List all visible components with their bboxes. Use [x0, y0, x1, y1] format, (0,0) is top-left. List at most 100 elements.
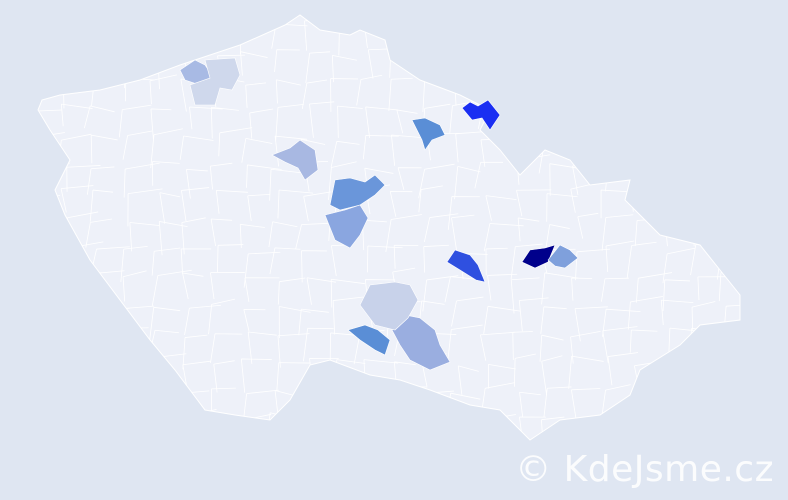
district-border [268, 221, 298, 248]
district-border [63, 447, 94, 470]
district-border [210, 106, 239, 139]
district-border [664, 187, 694, 225]
district-border [95, 355, 119, 380]
district-border [120, 245, 148, 283]
district-border [509, 49, 545, 80]
district-border [39, 360, 71, 390]
district-border [750, 215, 771, 252]
district-border [663, 356, 685, 386]
district-border [568, 355, 604, 389]
district-border [330, 278, 365, 308]
district-border [629, 329, 658, 353]
district-border [38, 224, 60, 255]
highlighted-district[interactable] [391, 314, 451, 371]
district-border [388, 77, 413, 112]
district-border [356, 74, 383, 106]
highlighted-district[interactable] [521, 244, 556, 269]
district-border [278, 306, 311, 338]
district-border [218, 127, 253, 157]
district-border [274, 135, 308, 167]
district-border [422, 47, 445, 77]
district-border [601, 277, 629, 302]
highlighted-district[interactable] [324, 204, 369, 249]
district-border [448, 23, 483, 58]
district-border [754, 301, 786, 329]
district-border [755, 357, 778, 380]
district-border [247, 193, 270, 222]
district-border [154, 413, 176, 440]
district-border [660, 299, 694, 326]
district-border [241, 138, 273, 163]
district-border [573, 108, 603, 133]
district-border [149, 74, 177, 105]
watermark: © KdeJsme.cz [515, 449, 774, 490]
district-border [727, 415, 740, 440]
district-border [213, 22, 238, 50]
district-border [483, 305, 521, 334]
district-border [545, 224, 570, 249]
district-border [65, 271, 103, 297]
district-border [474, 161, 504, 189]
district-border [657, 18, 695, 46]
district-border [59, 304, 93, 336]
district-border [38, 45, 54, 78]
district-border [126, 358, 154, 387]
district-border [60, 103, 93, 127]
district-border [396, 385, 428, 419]
district-border [691, 131, 718, 159]
district-border [182, 272, 204, 300]
highlighted-district[interactable] [271, 139, 319, 181]
highlighted-district[interactable] [329, 174, 386, 211]
highlighted-district[interactable] [461, 99, 501, 131]
district-border [667, 81, 703, 115]
highlighted-district[interactable] [547, 244, 579, 269]
district-border [752, 25, 781, 59]
district-border [121, 440, 149, 470]
district-border [277, 277, 306, 305]
district-border [447, 196, 480, 230]
district-border [122, 270, 147, 302]
district-border [216, 445, 237, 474]
district-border [397, 167, 422, 190]
district-border [602, 326, 638, 363]
district-border [571, 277, 593, 301]
district-border [474, 22, 509, 58]
district-border [393, 437, 430, 440]
district-border [636, 80, 674, 111]
district-border [724, 188, 740, 223]
district-border [754, 155, 780, 193]
district-border [391, 134, 422, 166]
district-border [599, 83, 627, 107]
district-border [510, 243, 543, 280]
highlighted-district[interactable] [189, 57, 241, 106]
district-border [274, 49, 300, 72]
district-border [60, 185, 94, 213]
district-border [487, 273, 518, 301]
district-border [38, 387, 62, 415]
district-border [181, 187, 210, 222]
district-border [635, 272, 673, 303]
district-border [601, 214, 634, 251]
district-border [698, 169, 721, 195]
country-outline [37, 14, 741, 441]
district-border [184, 304, 222, 336]
highlighted-district[interactable] [446, 249, 486, 283]
highlighted-district[interactable] [347, 324, 391, 356]
district-border [666, 390, 694, 425]
district-border [240, 51, 268, 76]
district-border [751, 281, 785, 308]
district-border [663, 165, 695, 200]
district-border [39, 300, 67, 325]
district-border [151, 247, 181, 276]
district-border [510, 277, 540, 314]
district-border [548, 57, 575, 85]
district-border [66, 389, 96, 421]
district-border [630, 159, 654, 191]
district-border [34, 441, 67, 474]
highlighted-district[interactable] [411, 117, 446, 151]
district-border [512, 82, 541, 111]
highlighted-district[interactable] [359, 281, 419, 331]
district-border [362, 135, 399, 160]
district-border [86, 166, 115, 195]
